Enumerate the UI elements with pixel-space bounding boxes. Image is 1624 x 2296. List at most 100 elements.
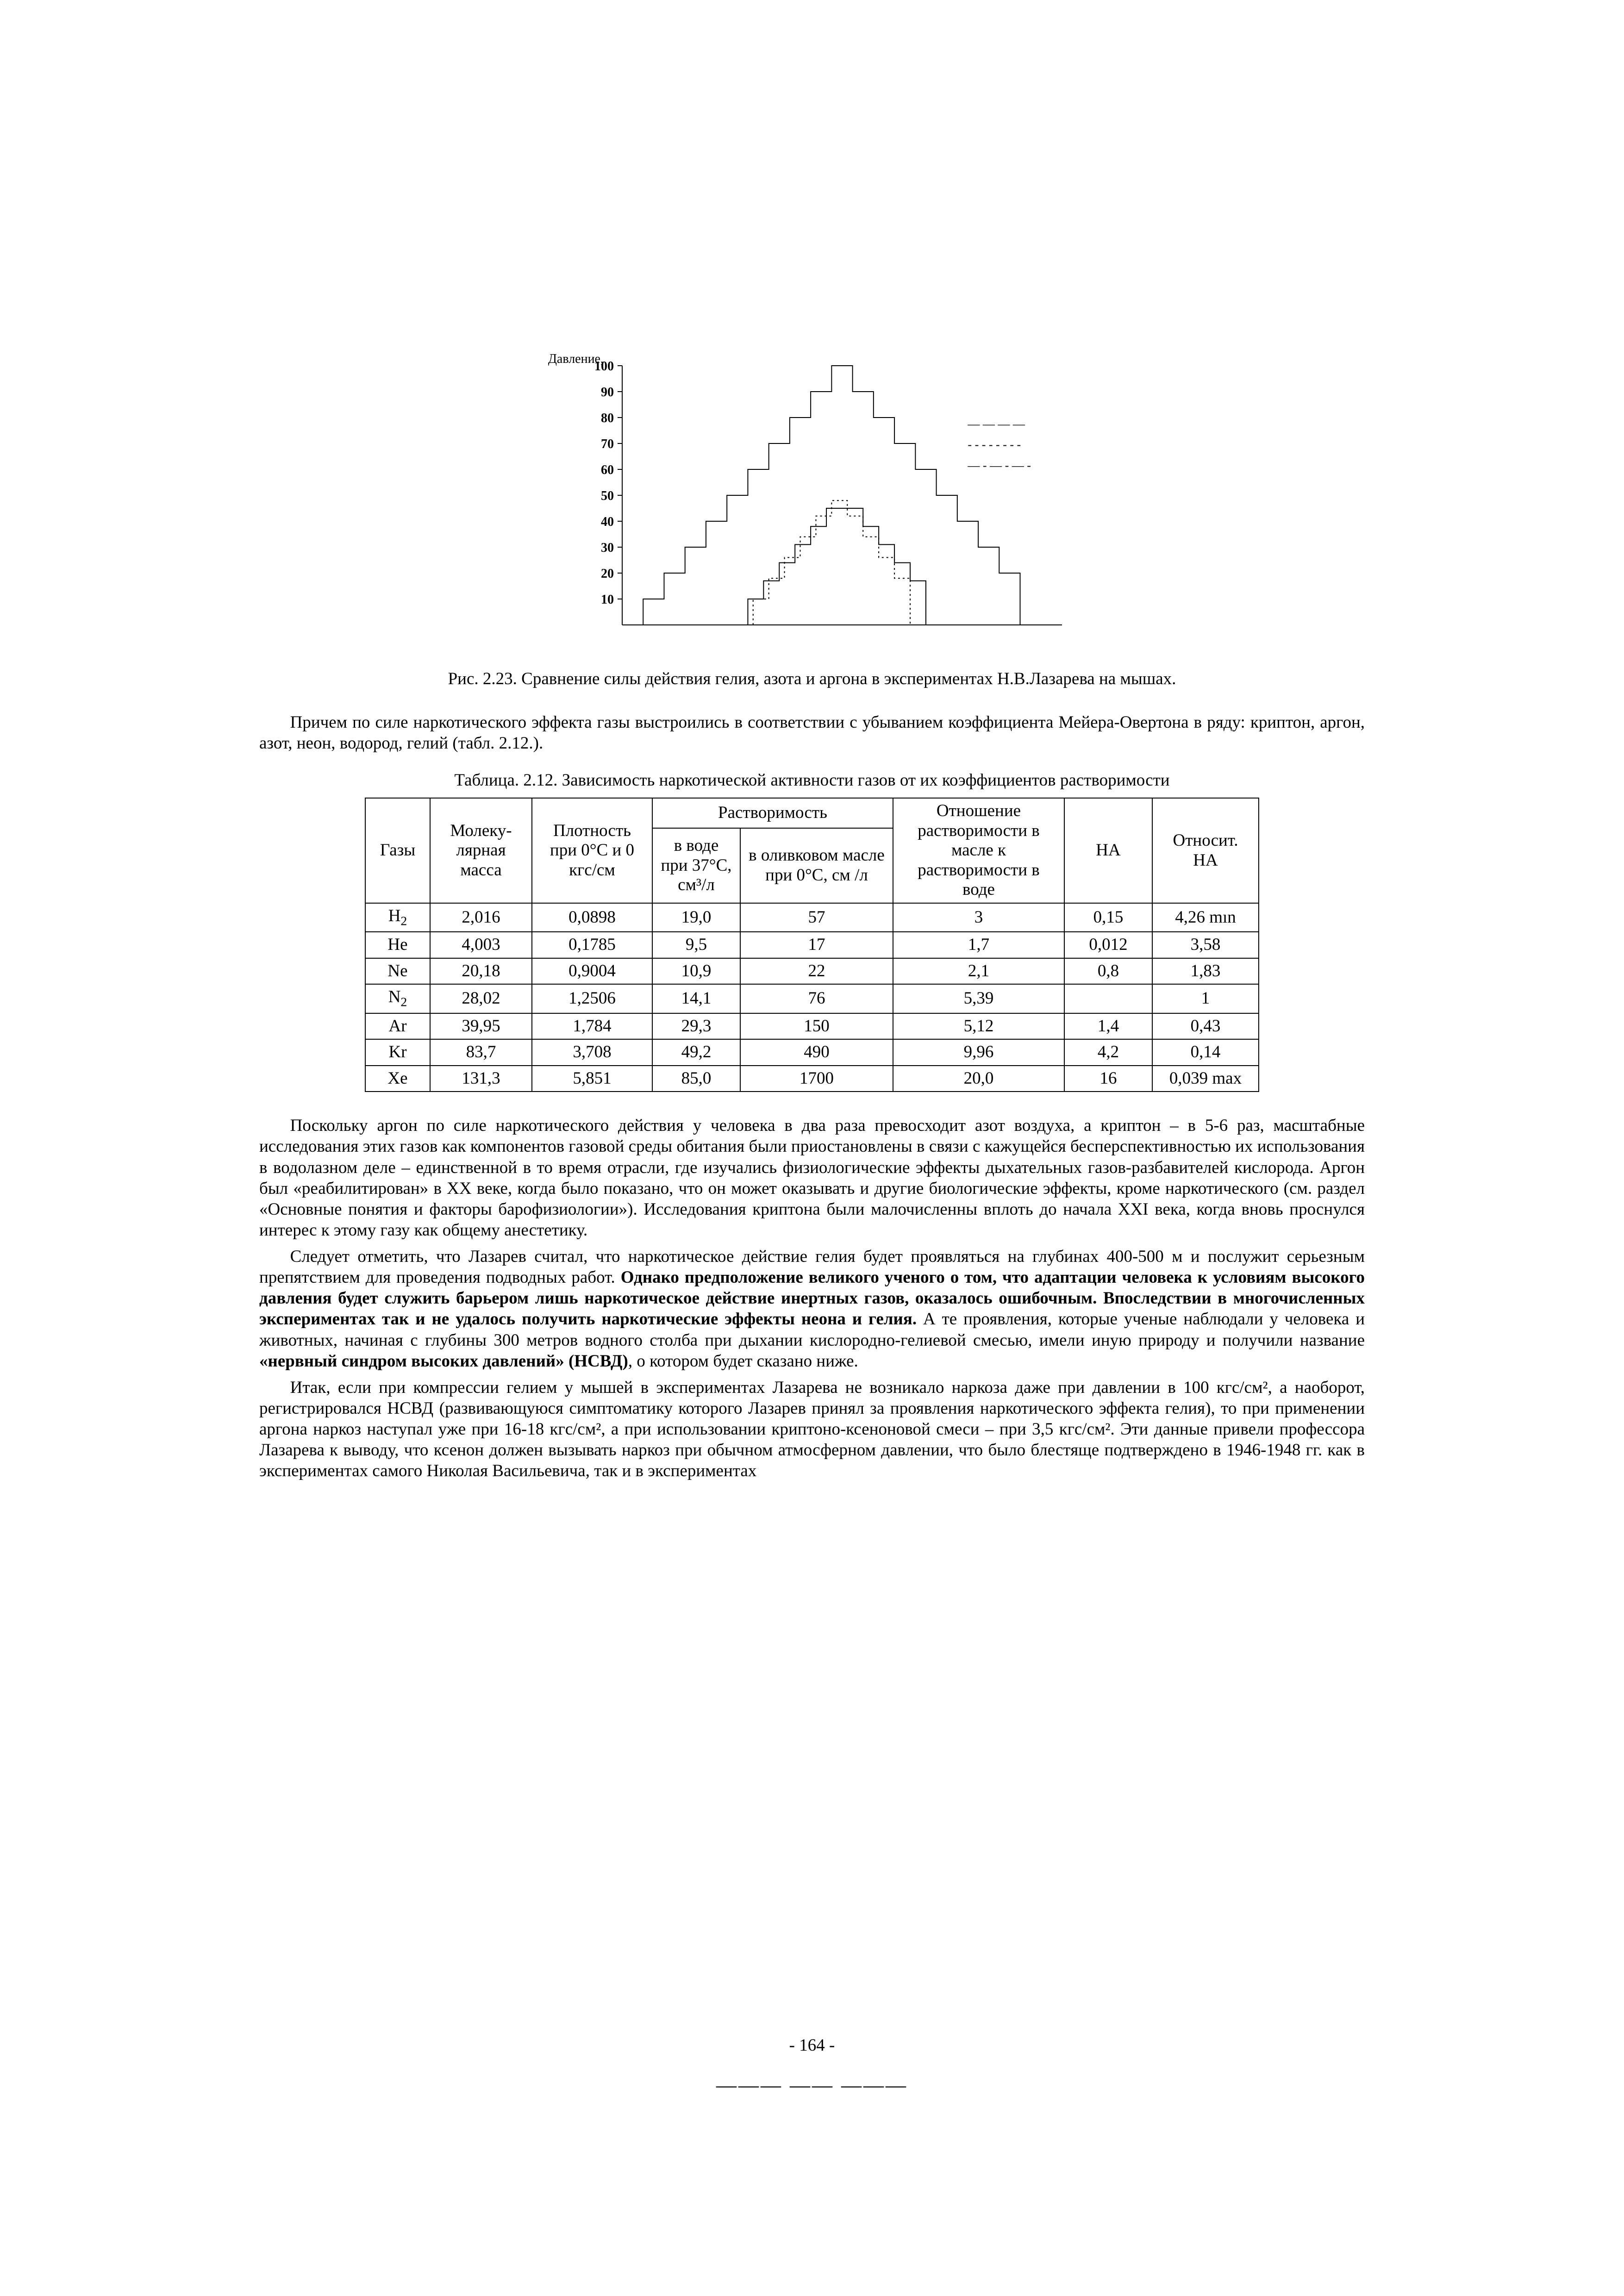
cell-dens: 0,1785 xyxy=(532,932,652,958)
th-gas: Газы xyxy=(365,798,430,903)
cell-gas: He xyxy=(365,932,430,958)
cell-ratio: 3 xyxy=(893,903,1064,932)
svg-text:80: 80 xyxy=(601,411,614,425)
th-water: в воде при 37°С, см³/л xyxy=(652,828,740,903)
cell-water: 85,0 xyxy=(652,1066,740,1092)
cell-ratio: 5,39 xyxy=(893,984,1064,1013)
cell-ha xyxy=(1064,984,1152,1013)
cell-oha: 1 xyxy=(1152,984,1259,1013)
cell-gas: N2 xyxy=(365,984,430,1013)
table-head: Газы Молеку- лярная масса Плотность при … xyxy=(365,798,1259,903)
body-paragraph: Поскольку аргон по силе наркотического д… xyxy=(259,1115,1365,1241)
cell-water: 14,1 xyxy=(652,984,740,1013)
cell-gas: Xe xyxy=(365,1066,430,1092)
cell-ha: 0,15 xyxy=(1064,903,1152,932)
table-row: He4,0030,17859,5171,70,0123,58 xyxy=(365,932,1259,958)
cell-ha: 16 xyxy=(1064,1066,1152,1092)
cell-water: 19,0 xyxy=(652,903,740,932)
svg-text:100: 100 xyxy=(594,359,614,374)
cell-oil: 150 xyxy=(740,1013,893,1040)
th-ha: НА xyxy=(1064,798,1152,903)
cell-oha: 0,039 max xyxy=(1152,1066,1259,1092)
body-paragraph: Итак, если при компрессии гелием у мышей… xyxy=(259,1377,1365,1482)
table-2-12: Газы Молеку- лярная масса Плотность при … xyxy=(365,798,1259,1092)
cell-mass: 2,016 xyxy=(430,903,532,932)
svg-text:40: 40 xyxy=(601,515,614,529)
cell-ratio: 1,7 xyxy=(893,932,1064,958)
svg-text:50: 50 xyxy=(601,489,614,503)
body-paragraph: Следует отметить, что Лазарев считал, чт… xyxy=(259,1246,1365,1372)
cell-dens: 3,708 xyxy=(532,1039,652,1066)
cell-ha: 0,012 xyxy=(1064,932,1152,958)
figure-caption: Рис. 2.23. Сравнение силы действия гелия… xyxy=(259,669,1365,689)
table-caption: Таблица. 2.12. Зависимость наркотической… xyxy=(259,770,1365,790)
intro-paragraph: Причем по силе наркотического эффекта га… xyxy=(259,712,1365,754)
cell-dens: 1,784 xyxy=(532,1013,652,1040)
th-oil: в оливковом масле при 0°С, см /л xyxy=(740,828,893,903)
table-row: Xe131,35,85185,0170020,0160,039 max xyxy=(365,1066,1259,1092)
cell-mass: 4,003 xyxy=(430,932,532,958)
svg-text:30: 30 xyxy=(601,541,614,555)
svg-text:10: 10 xyxy=(601,593,614,607)
cell-oha: 4,26 mın xyxy=(1152,903,1259,932)
th-mass: Молеку- лярная масса xyxy=(430,798,532,903)
cell-water: 49,2 xyxy=(652,1039,740,1066)
cell-ratio: 9,96 xyxy=(893,1039,1064,1066)
th-rel-ha: Относит. НА xyxy=(1152,798,1259,903)
cell-mass: 20,18 xyxy=(430,958,532,985)
th-solubility: Растворимость xyxy=(652,798,893,828)
cell-mass: 39,95 xyxy=(430,1013,532,1040)
cell-dens: 0,9004 xyxy=(532,958,652,985)
svg-text:70: 70 xyxy=(601,437,614,451)
cell-oil: 17 xyxy=(740,932,893,958)
legend-dash-1: - - - - - - - - xyxy=(968,438,1021,451)
page: Давление,102030405060708090100— — — —- -… xyxy=(0,0,1624,2296)
legend-dash-0: — — — — xyxy=(967,417,1025,430)
cell-dens: 0,0898 xyxy=(532,903,652,932)
svg-text:20: 20 xyxy=(601,567,614,581)
th-ratio: Отношение растворимости в масле к раство… xyxy=(893,798,1064,903)
figure-2-23: Давление,102030405060708090100— — — —- -… xyxy=(259,352,1365,650)
cell-water: 9,5 xyxy=(652,932,740,958)
footer-dashes: ——— —— ——— xyxy=(0,2073,1624,2097)
cell-oil: 1700 xyxy=(740,1066,893,1092)
th-density: Плотность при 0°С и 0 кгс/см xyxy=(532,798,652,903)
cell-mass: 28,02 xyxy=(430,984,532,1013)
cell-oha: 1,83 xyxy=(1152,958,1259,985)
svg-text:60: 60 xyxy=(601,463,614,477)
text-run: , о котором будет сказано ниже. xyxy=(628,1352,858,1371)
cell-water: 10,9 xyxy=(652,958,740,985)
cell-mass: 83,7 xyxy=(430,1039,532,1066)
cell-oha: 0,43 xyxy=(1152,1013,1259,1040)
svg-text:90: 90 xyxy=(601,385,614,399)
table-row: Kr83,73,70849,24909,964,20,14 xyxy=(365,1039,1259,1066)
body-text: Поскольку аргон по силе наркотического д… xyxy=(259,1115,1365,1481)
cell-mass: 131,3 xyxy=(430,1066,532,1092)
table-header-row-1: Газы Молеку- лярная масса Плотность при … xyxy=(365,798,1259,828)
cell-oil: 490 xyxy=(740,1039,893,1066)
cell-ratio: 20,0 xyxy=(893,1066,1064,1092)
cell-gas: Ar xyxy=(365,1013,430,1040)
cell-dens: 5,851 xyxy=(532,1066,652,1092)
cell-gas: H2 xyxy=(365,903,430,932)
cell-ha: 0,8 xyxy=(1064,958,1152,985)
table-row: N228,021,250614,1765,39 1 xyxy=(365,984,1259,1013)
text-bold: «нервный синдром высоких давлений» (НСВД… xyxy=(259,1352,628,1371)
chart-svg: Давление,102030405060708090100— — — —- -… xyxy=(534,352,1090,648)
table-row: H22,0160,089819,05730,154,26 mın xyxy=(365,903,1259,932)
cell-ha: 4,2 xyxy=(1064,1039,1152,1066)
cell-oil: 22 xyxy=(740,958,893,985)
page-number: - 164 - xyxy=(0,2035,1624,2055)
text-run: Итак, если при компрессии гелием у мышей… xyxy=(259,1378,1365,1481)
cell-ratio: 2,1 xyxy=(893,958,1064,985)
cell-oha: 3,58 xyxy=(1152,932,1259,958)
cell-oha: 0,14 xyxy=(1152,1039,1259,1066)
legend-dash-2: — - — - — - xyxy=(967,459,1031,472)
table-body: H22,0160,089819,05730,154,26 mınHe4,0030… xyxy=(365,903,1259,1092)
text-run: Поскольку аргон по силе наркотического д… xyxy=(259,1116,1365,1240)
cell-gas: Ne xyxy=(365,958,430,985)
cell-dens: 1,2506 xyxy=(532,984,652,1013)
cell-ratio: 5,12 xyxy=(893,1013,1064,1040)
cell-oil: 76 xyxy=(740,984,893,1013)
cell-water: 29,3 xyxy=(652,1013,740,1040)
